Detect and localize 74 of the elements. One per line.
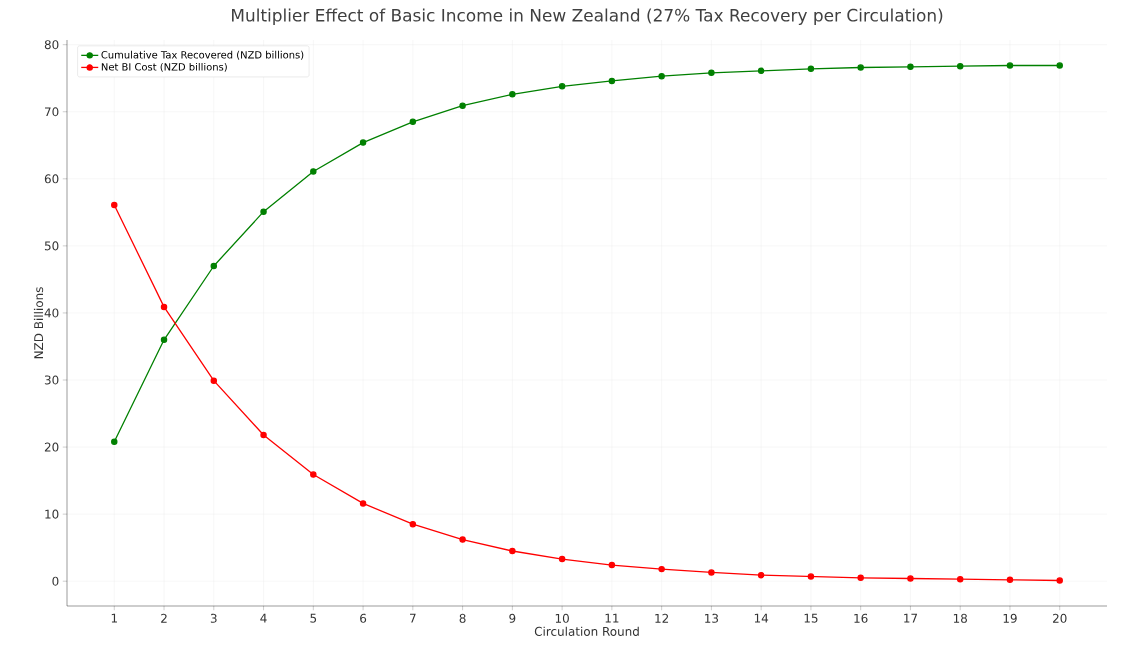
point — [509, 91, 516, 98]
x-tick-label: 16 — [854, 613, 868, 623]
x-tick-label: 20 — [1052, 613, 1067, 623]
y-tick-label: 60 — [44, 174, 59, 184]
legend-label: Cumulative Tax Recovered (NZD billions) — [101, 50, 304, 60]
point — [1006, 576, 1014, 584]
point — [757, 67, 765, 75]
y-tick-label: 0 — [52, 576, 59, 586]
point — [210, 262, 218, 270]
point — [857, 574, 864, 582]
chart-title: Multiplier Effect of Basic Income in New Zealand (27% Tax Recovery per Circulation) — [232, 8, 943, 25]
x-tick-label: 1 — [111, 613, 117, 623]
point — [1006, 62, 1014, 69]
x-tick-label: 17 — [904, 613, 918, 623]
y-tick-label: 80 — [44, 40, 59, 50]
x-tick-label: 10 — [555, 613, 569, 623]
x-tick-label: 13 — [705, 613, 719, 623]
point — [807, 573, 815, 580]
point — [956, 575, 964, 583]
point — [409, 520, 417, 528]
point — [459, 102, 466, 109]
x-tick-label: 4 — [260, 613, 267, 623]
x-tick-label: 6 — [360, 613, 367, 623]
x-tick-label: 12 — [655, 613, 669, 623]
x-tick-label: 9 — [509, 613, 516, 623]
point — [509, 547, 516, 555]
legend-label: Net BI Cost (NZD billions) — [101, 62, 227, 72]
x-tick-label: 5 — [310, 613, 317, 623]
y-tick-label: 10 — [45, 509, 59, 519]
point — [359, 500, 367, 507]
point — [409, 118, 417, 126]
x-tick-label: 8 — [459, 613, 466, 623]
point — [111, 438, 118, 445]
point — [1056, 577, 1063, 584]
point — [608, 561, 616, 569]
x-tick-label: 14 — [754, 613, 769, 623]
point — [359, 139, 367, 146]
y-tick-label: 70 — [45, 107, 59, 117]
point — [260, 431, 267, 439]
x-tick-label: 19 — [1003, 613, 1017, 623]
point — [558, 83, 566, 90]
point — [807, 65, 815, 73]
point — [558, 555, 566, 563]
point — [708, 569, 715, 576]
point — [160, 303, 168, 311]
point — [310, 471, 317, 478]
y-tick-label: 40 — [44, 308, 59, 318]
point — [658, 565, 665, 573]
point — [160, 336, 168, 344]
point — [757, 571, 765, 579]
x-tick-label: 15 — [804, 613, 818, 623]
point — [260, 208, 267, 215]
point — [708, 69, 715, 77]
point — [1056, 62, 1063, 69]
point — [310, 168, 317, 175]
x-tick-label: 3 — [210, 613, 217, 623]
x-tick-label: 11 — [605, 613, 619, 623]
x-tick-label: 2 — [161, 613, 167, 623]
point — [857, 64, 864, 71]
point — [210, 377, 218, 384]
point — [907, 575, 914, 582]
y-tick-label: 30 — [44, 375, 59, 385]
point — [608, 77, 616, 85]
x-tick-label: 7 — [410, 613, 416, 623]
y-tick-label: 20 — [44, 442, 59, 452]
x-axis-title: Circulation Round — [534, 626, 639, 636]
point — [956, 62, 964, 70]
point — [658, 72, 665, 80]
y-axis-title: NZD Billions — [33, 287, 44, 359]
x-tick-label: 18 — [953, 613, 967, 623]
y-tick-label: 50 — [44, 241, 59, 251]
point — [459, 536, 466, 543]
point — [111, 201, 118, 209]
point — [907, 63, 914, 71]
